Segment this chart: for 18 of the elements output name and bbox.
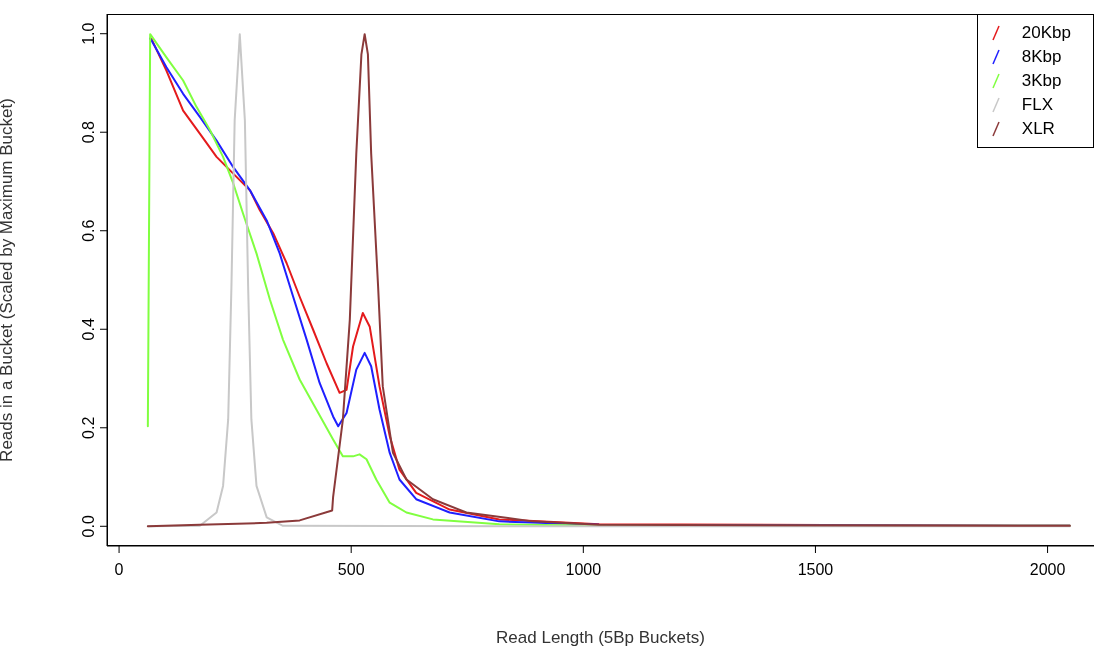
y-tick-label: 0.4: [80, 318, 97, 341]
y-axis-title: Reads in a Bucket (Scaled by Maximum Bucket): [0, 98, 17, 462]
legend-label: XLR: [1021, 119, 1055, 139]
legend-label: 8Kbp: [1021, 47, 1062, 67]
y-tick-label: 0.2: [80, 416, 97, 439]
x-tick-label: 0: [114, 561, 124, 578]
legend-label: 3Kbp: [1021, 71, 1062, 91]
y-tick-label: 0.0: [80, 515, 97, 538]
legend-label: FLX: [1021, 95, 1054, 115]
y-tick-label: 0.6: [80, 219, 97, 242]
x-tick-label: 2000: [1029, 561, 1066, 578]
x-axis-title: Read Length (5Bp Buckets): [496, 628, 705, 647]
x-tick-label: 1500: [797, 561, 834, 578]
legend-label: 20Kbp: [1021, 23, 1071, 43]
y-tick-label: 1.0: [80, 22, 97, 45]
x-tick-label: 1000: [565, 561, 602, 578]
y-tick-label: 0.8: [80, 121, 97, 144]
x-tick-label: 500: [337, 561, 365, 578]
